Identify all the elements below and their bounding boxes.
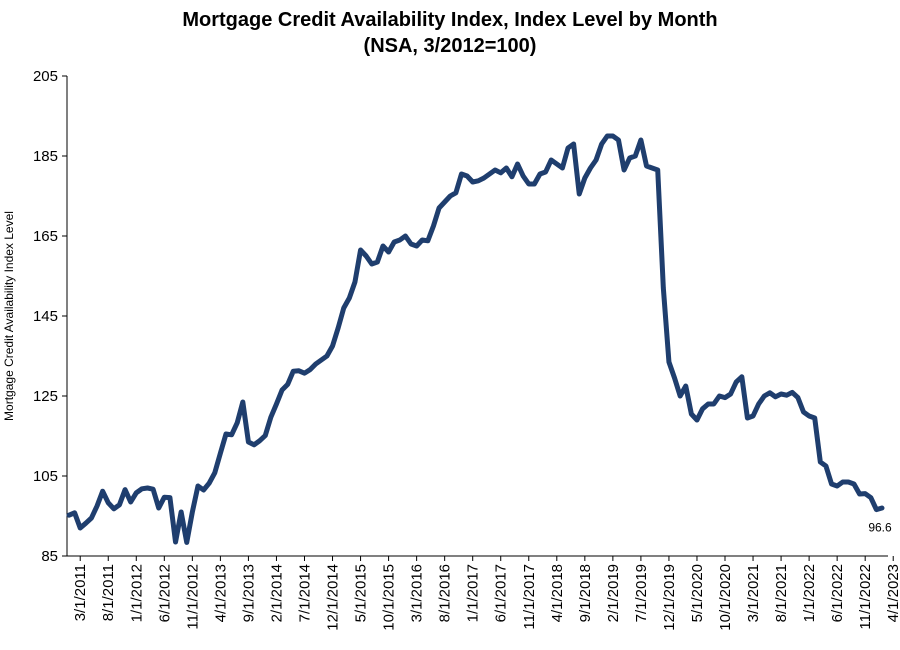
chart-subtitle: (NSA, 3/2012=100) bbox=[363, 35, 537, 57]
x-tick-label: 1/1/2012 bbox=[128, 564, 145, 622]
x-tick-label: 11/1/2017 bbox=[521, 564, 538, 630]
x-tick-label: 3/1/2011 bbox=[72, 564, 89, 621]
y-tick-label: 165 bbox=[33, 228, 58, 245]
y-tick-label: 125 bbox=[33, 388, 58, 405]
x-tick-label: 5/1/2015 bbox=[353, 564, 370, 622]
x-tick-label: 4/1/2018 bbox=[549, 564, 566, 622]
series-line bbox=[66, 133, 885, 545]
x-tick-label: 9/1/2018 bbox=[577, 564, 594, 622]
x-tick-label: 2/1/2019 bbox=[605, 564, 622, 622]
x-tick-label: 12/1/2014 bbox=[325, 564, 342, 631]
x-tick-label: 12/1/2019 bbox=[661, 564, 678, 631]
x-tick-label: 8/1/2021 bbox=[773, 564, 790, 622]
y-tick-label: 105 bbox=[33, 468, 58, 485]
x-tick-label: 10/1/2020 bbox=[717, 564, 734, 631]
x-tick-label: 1/1/2022 bbox=[801, 564, 818, 622]
last-value-label: 96.6 bbox=[868, 521, 892, 535]
x-tick-label: 1/1/2017 bbox=[465, 564, 482, 622]
x-tick-label: 5/1/2020 bbox=[689, 564, 706, 622]
y-axis: 85 105 125 145 165 185 205 bbox=[33, 68, 67, 565]
y-tick-label: 205 bbox=[33, 68, 58, 85]
y-tick-label: 145 bbox=[33, 308, 58, 325]
x-tick-label: 11/1/2022 bbox=[857, 564, 874, 630]
x-tick-label: 6/1/2022 bbox=[829, 564, 846, 622]
x-tick-label: 8/1/2011 bbox=[100, 564, 117, 621]
x-tick-label: 9/1/2013 bbox=[240, 564, 257, 622]
y-tick-label: 185 bbox=[33, 148, 58, 165]
x-tick-label: 10/1/2015 bbox=[381, 564, 398, 631]
x-tick-label: 4/1/2023 bbox=[885, 564, 900, 622]
x-tick-label: 4/1/2013 bbox=[212, 564, 229, 622]
x-tick-label: 2/1/2014 bbox=[268, 564, 285, 622]
x-tick-label: 7/1/2014 bbox=[296, 564, 313, 622]
y-axis-label: Mortgage Credit Availability Index Level bbox=[2, 211, 16, 421]
y-tick-label: 85 bbox=[41, 548, 58, 565]
chart-title: Mortgage Credit Availability Index, Inde… bbox=[182, 9, 718, 31]
x-tick-label: 8/1/2016 bbox=[437, 564, 454, 622]
x-tick-label: 11/1/2012 bbox=[184, 564, 201, 630]
x-tick-label: 3/1/2021 bbox=[745, 564, 762, 622]
x-tick-label: 6/1/2017 bbox=[493, 564, 510, 622]
x-axis: 3/1/2011 8/1/2011 1/1/2012 6/1/2012 11/1/201… bbox=[72, 556, 900, 631]
x-tick-label: 7/1/2019 bbox=[633, 564, 650, 622]
x-tick-label: 6/1/2012 bbox=[156, 564, 173, 622]
x-tick-label: 3/1/2016 bbox=[409, 564, 426, 622]
